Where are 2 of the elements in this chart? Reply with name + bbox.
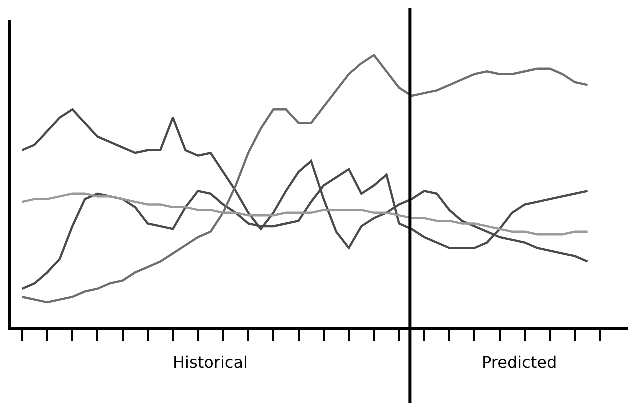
text: Predicted bbox=[482, 353, 558, 372]
text: Historical bbox=[173, 353, 248, 372]
